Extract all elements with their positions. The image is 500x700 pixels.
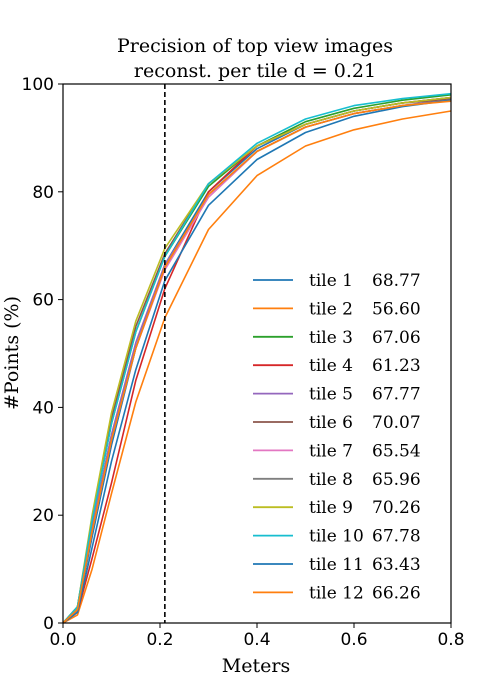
series-lines bbox=[62, 92, 452, 624]
legend-series-name: tile 5 bbox=[309, 385, 353, 405]
legend-series-value: 67.06 bbox=[372, 328, 421, 348]
legend-series-name: tile 7 bbox=[309, 441, 353, 461]
y-tick-label: 0 bbox=[43, 614, 54, 634]
legend-entry-tile-11: tile 11 63.43 bbox=[253, 555, 421, 575]
legend-entry-tile-2: tile 2 56.60 bbox=[253, 299, 421, 319]
legend-entry-tile-6: tile 6 70.07 bbox=[253, 413, 421, 433]
legend-series-value: 56.60 bbox=[372, 299, 421, 319]
legend-series-value: 70.07 bbox=[372, 413, 421, 433]
x-tick-label: 0.0 bbox=[49, 630, 76, 650]
legend-series-value: 66.26 bbox=[372, 583, 421, 603]
legend-entry-tile-3: tile 3 67.06 bbox=[253, 328, 421, 348]
x-axis-label: Meters bbox=[222, 655, 290, 677]
series-line-tile-10 bbox=[62, 92, 452, 624]
legend-series-value: 68.77 bbox=[372, 271, 421, 291]
legend-entry-tile-8: tile 8 65.96 bbox=[253, 470, 421, 490]
y-tick-label: 20 bbox=[32, 506, 54, 526]
legend-entry-tile-9: tile 9 70.26 bbox=[253, 498, 421, 518]
legend-series-name: tile 9 bbox=[309, 498, 353, 518]
legend-entry-tile-10: tile 10 67.78 bbox=[253, 527, 421, 547]
y-tick-label: 80 bbox=[32, 183, 54, 203]
legend-entry-tile-7: tile 7 65.54 bbox=[253, 441, 421, 461]
x-axis-ticks: 0.0 0.2 0.4 0.6 0.8 bbox=[49, 623, 465, 650]
legend-series-name: tile 6 bbox=[309, 413, 353, 433]
legend-entry-tile-5: tile 5 67.77 bbox=[253, 385, 421, 405]
chart-title-line-2: reconst. per tile d = 0.21 bbox=[134, 60, 376, 82]
series-line-tile-12 bbox=[62, 100, 452, 624]
legend-series-name: tile 3 bbox=[309, 328, 353, 348]
y-tick-label: 100 bbox=[22, 75, 54, 95]
series-line-tile-2 bbox=[62, 110, 452, 624]
legend-entry-tile-4: tile 4 61.23 bbox=[253, 356, 421, 376]
x-tick-label: 0.4 bbox=[243, 630, 270, 650]
chart-title-line-1: Precision of top view images bbox=[117, 35, 393, 57]
y-tick-label: 40 bbox=[32, 398, 54, 418]
legend-series-name: tile 1 bbox=[309, 271, 353, 291]
legend: tile 1 68.77 tile 2 56.60 tile 3 67.06 tile 4 6… bbox=[253, 271, 421, 603]
x-tick-label: 0.2 bbox=[146, 630, 173, 650]
legend-series-value: 67.78 bbox=[372, 527, 421, 547]
legend-entry-tile-12: tile 12 66.26 bbox=[253, 583, 421, 603]
x-tick-label: 0.8 bbox=[437, 630, 464, 650]
legend-entry-tile-1: tile 1 68.77 bbox=[253, 271, 421, 291]
legend-series-name: tile 2 bbox=[309, 299, 353, 319]
legend-series-value: 65.96 bbox=[372, 470, 421, 490]
x-tick-label: 0.6 bbox=[340, 630, 367, 650]
legend-series-value: 65.54 bbox=[372, 441, 421, 461]
legend-series-value: 70.26 bbox=[372, 498, 421, 518]
legend-series-name: tile 11 bbox=[309, 555, 364, 575]
y-axis-ticks: 0 20 40 60 80 100 bbox=[22, 75, 63, 634]
legend-series-name: tile 4 bbox=[309, 356, 353, 376]
series-line-tile-11 bbox=[62, 99, 452, 624]
legend-series-name: tile 12 bbox=[309, 583, 364, 603]
y-tick-label: 60 bbox=[32, 291, 54, 311]
legend-series-name: tile 10 bbox=[309, 527, 364, 547]
legend-series-value: 61.23 bbox=[372, 356, 421, 376]
legend-series-value: 63.43 bbox=[372, 555, 421, 575]
legend-series-value: 67.77 bbox=[372, 385, 421, 405]
legend-series-name: tile 8 bbox=[309, 470, 353, 490]
y-axis-label: #Points (%) bbox=[1, 296, 23, 410]
